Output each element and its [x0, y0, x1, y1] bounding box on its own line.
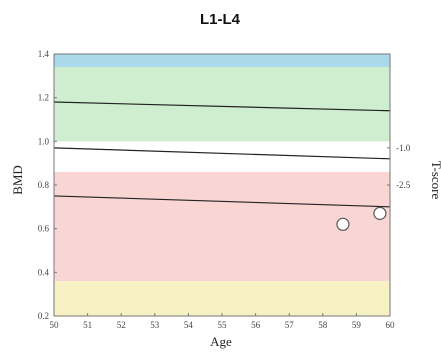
y-tick-label-2: 0.6: [38, 224, 50, 234]
x-tick-label-60: 60: [386, 320, 396, 330]
reference-line-lower: [53, 195, 391, 208]
data-point-2: [373, 206, 387, 220]
y-tick-label-3: 0.8: [38, 180, 50, 190]
x-tick-label-53: 53: [150, 320, 160, 330]
x-tick-label-51: 51: [83, 320, 92, 330]
x-tick-label-50: 50: [50, 320, 60, 330]
x-tick-label-58: 58: [318, 320, 328, 330]
x-axis-ticks: 50 51 52 53 54 55 56 57 58 59 60: [50, 313, 396, 330]
x-axis-title: Age: [210, 334, 232, 349]
background-bands: [54, 54, 390, 316]
band-3: [54, 67, 390, 142]
reference-line-middle: [53, 147, 391, 160]
y-tick-label-0: 0.2: [38, 311, 49, 321]
band-0: [54, 281, 390, 316]
x-tick-label-56: 56: [251, 320, 261, 330]
t-score-tick-label-1: -2.5: [396, 180, 411, 190]
reference-line-upper: [53, 101, 391, 112]
x-tick-label-57: 57: [285, 320, 295, 330]
y-axis-ticks: 0.2 0.4 0.6 0.8 1.0 1.2 1.4: [38, 49, 57, 321]
band-4: [54, 54, 390, 68]
x-tick-label-52: 52: [117, 320, 126, 330]
x-tick-label-59: 59: [352, 320, 362, 330]
data-points: [336, 206, 387, 231]
y-tick-label-6: 1.4: [38, 49, 50, 59]
y-tick-label-1: 0.4: [38, 267, 50, 277]
y-tick-label-5: 1.2: [38, 93, 49, 103]
chart-title: L1-L4: [200, 11, 241, 28]
y-tick-label-4: 1.0: [38, 136, 50, 146]
t-score-axis-title: T-score: [429, 161, 441, 200]
reference-lines: [53, 101, 391, 208]
data-point-1: [336, 217, 350, 231]
band-1: [54, 171, 390, 282]
x-tick-label-54: 54: [184, 320, 194, 330]
t-score-tick-label-0: -1.0: [396, 143, 411, 153]
x-tick-label-55: 55: [218, 320, 228, 330]
y-axis-title: BMD: [10, 165, 25, 195]
t-score-axis-ticks: -1.0 -2.5: [387, 143, 411, 190]
